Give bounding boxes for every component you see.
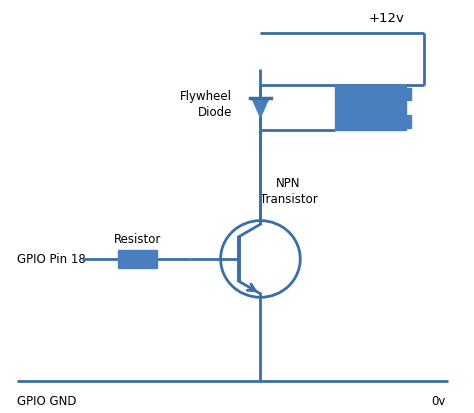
Polygon shape bbox=[252, 99, 269, 118]
Bar bbox=[118, 250, 157, 268]
Bar bbox=[336, 86, 406, 131]
Text: NPN
Transistor: NPN Transistor bbox=[260, 176, 318, 205]
Text: Solenoid: Solenoid bbox=[342, 102, 399, 115]
Text: 0v: 0v bbox=[431, 394, 446, 407]
Text: Flywheel
Diode: Flywheel Diode bbox=[180, 90, 232, 119]
Bar bbox=[406, 116, 411, 129]
Text: GPIO GND: GPIO GND bbox=[17, 394, 76, 407]
Text: +12v: +12v bbox=[369, 12, 405, 25]
Text: GPIO Pin 18: GPIO Pin 18 bbox=[17, 253, 86, 266]
Bar bbox=[406, 88, 411, 101]
Text: Resistor: Resistor bbox=[114, 233, 161, 246]
